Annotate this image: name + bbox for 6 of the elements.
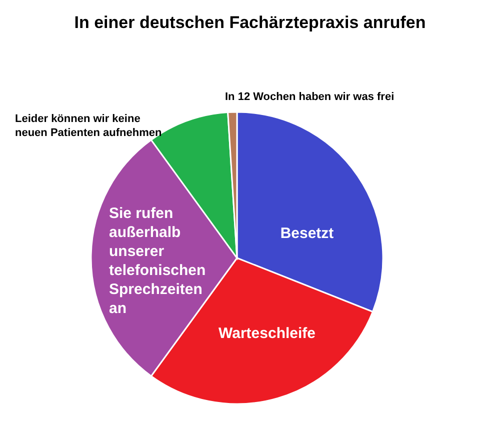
slice-label: Warteschleife xyxy=(218,325,316,342)
slice-label: Besetzt xyxy=(280,225,334,242)
slice-label: Leider können wir keine neuen Patienten aufnehmen xyxy=(15,113,162,139)
slice-label: In 12 Wochen haben wir was frei xyxy=(225,91,394,103)
chart-title: In einer deutschen Fachärztepraxis anrufen xyxy=(74,13,426,32)
slice-label: Sie rufen außerhalb unserer telefonischen Sprechzeiten an xyxy=(109,205,206,317)
